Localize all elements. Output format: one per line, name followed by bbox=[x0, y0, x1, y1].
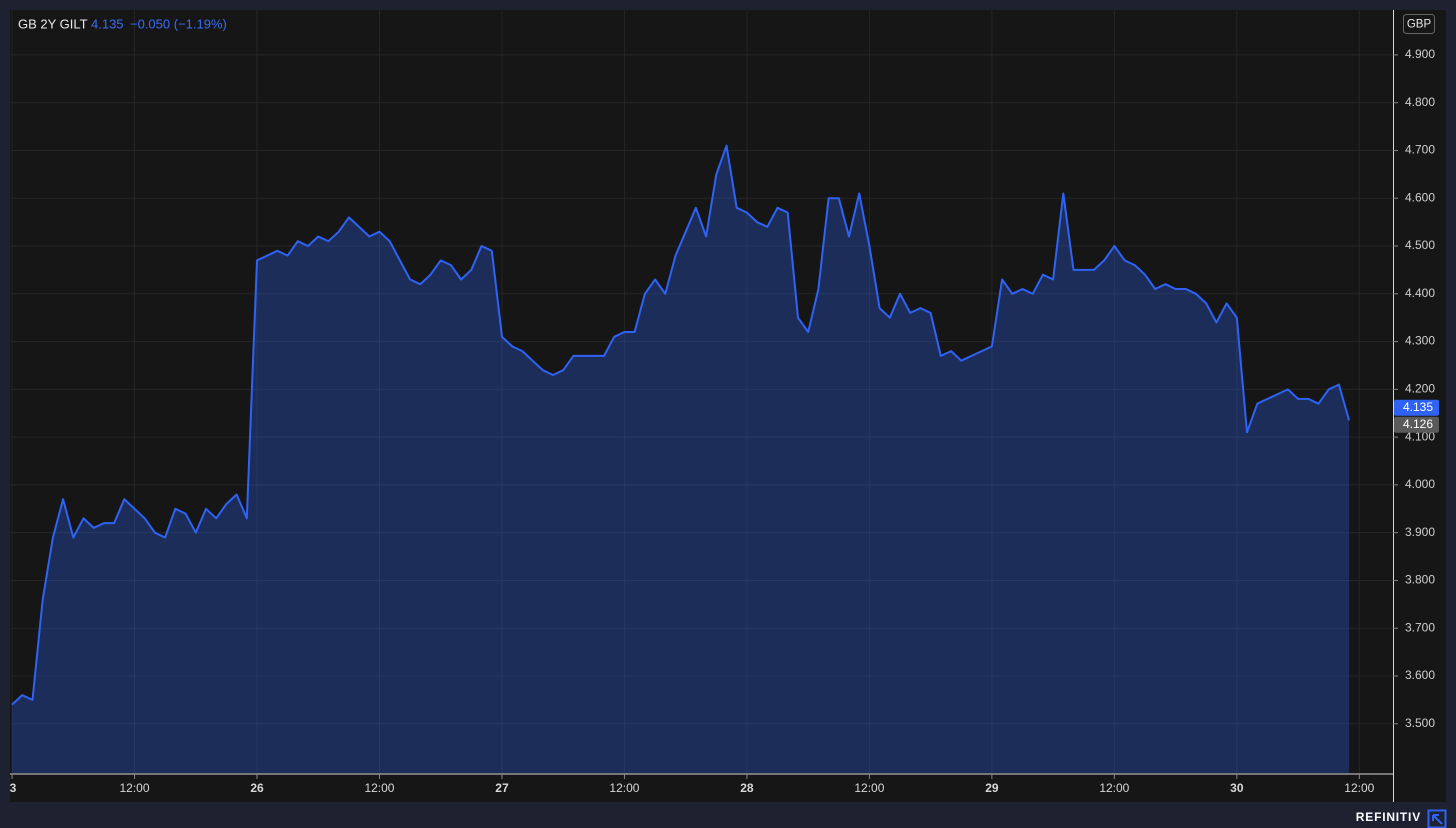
x-tick-label: 12:00 bbox=[1099, 781, 1129, 795]
y-tick-label: 4.800 bbox=[1405, 95, 1435, 109]
y-tick-label: 4.700 bbox=[1405, 143, 1435, 157]
reference-label: 4.126 bbox=[1403, 417, 1433, 431]
x-tick-label: 27 bbox=[495, 781, 509, 795]
source-label: REFINITIV bbox=[1356, 810, 1421, 824]
y-tick-label: 4.000 bbox=[1405, 477, 1435, 491]
y-tick-label: 4.200 bbox=[1405, 382, 1435, 396]
y-tick-label: 3.700 bbox=[1405, 620, 1435, 634]
x-tick-label: 28 bbox=[740, 781, 754, 795]
x-tick-label: 12:00 bbox=[120, 781, 150, 795]
x-tick-label: 29 bbox=[985, 781, 999, 795]
chart-title: GB 2Y GILT bbox=[18, 16, 88, 31]
x-tick-label: 12:00 bbox=[854, 781, 884, 795]
x-tick-label: 26 bbox=[250, 781, 264, 795]
x-tick-label: 12:00 bbox=[1344, 781, 1374, 795]
x-tick-label: 30 bbox=[1230, 781, 1244, 795]
x-tick-label: 12:00 bbox=[364, 781, 394, 795]
reference-badge bbox=[1394, 416, 1439, 433]
y-tick-label: 3.500 bbox=[1405, 716, 1435, 730]
y-tick-label: 4.900 bbox=[1405, 47, 1435, 61]
y-tick-label: 4.500 bbox=[1405, 238, 1435, 252]
y-tick-label: 3.800 bbox=[1405, 573, 1435, 587]
currency-label: GBP bbox=[1407, 19, 1432, 31]
currency-box bbox=[1403, 14, 1435, 34]
x-tick-label: 12:00 bbox=[609, 781, 639, 795]
last-price: 4.135 bbox=[91, 16, 124, 31]
axes: 3.500 3.600 3.700 3.800 3.900 4.000 4.100 4.200… bbox=[10, 47, 1439, 795]
y-tick-label: 3.600 bbox=[1405, 668, 1435, 682]
last-badge-label: 4.135 bbox=[1403, 400, 1433, 414]
source-logo-mark bbox=[1432, 814, 1443, 825]
x-tick-label: 3 bbox=[10, 781, 17, 795]
price-line bbox=[11, 144, 1351, 706]
y-tick-label: 4.600 bbox=[1405, 190, 1435, 204]
plot bbox=[11, 144, 1351, 773]
area-fill bbox=[12, 145, 1350, 773]
price-change: −0.050 (−1.19%) bbox=[130, 16, 227, 31]
y-tick-label: 3.900 bbox=[1405, 525, 1435, 539]
y-tick-label: 4.400 bbox=[1405, 286, 1435, 300]
y-tick-label: 4.300 bbox=[1405, 334, 1435, 348]
y-tick-label: 4.100 bbox=[1405, 429, 1435, 443]
chart-panel bbox=[10, 10, 1446, 802]
last-badge bbox=[1394, 399, 1439, 416]
grid bbox=[10, 10, 1393, 773]
